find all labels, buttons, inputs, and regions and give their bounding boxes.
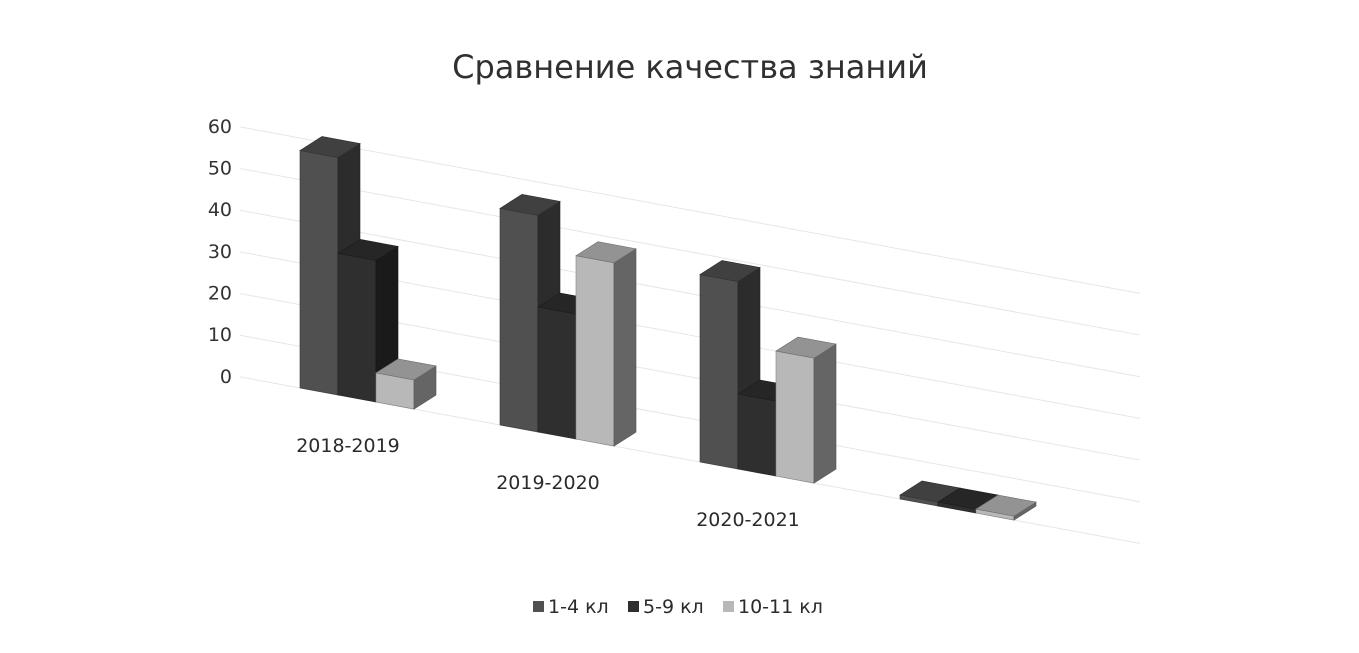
legend-swatch	[533, 601, 544, 612]
legend-label: 10-11 кл	[738, 596, 823, 618]
category-label: 2018-2019	[296, 435, 400, 457]
x-axis-categories: 2018-2019 2019-2020 2020-2021	[296, 435, 800, 531]
y-tick-label: 50	[208, 158, 232, 180]
y-tick-label: 10	[208, 324, 232, 346]
bar-10-11-кл-2020-2021	[775, 336, 837, 484]
y-axis-ticks: 0 10 20 30 40 50 60	[208, 116, 232, 388]
legend-item: 5-9 кл	[628, 596, 704, 618]
chart-title: Сравнение качества знаний	[452, 48, 928, 86]
gridline	[239, 126, 1141, 294]
category-label: 2019-2020	[496, 472, 600, 494]
y-tick-label: 30	[208, 241, 232, 263]
legend-swatch	[723, 601, 734, 612]
legend-item: 10-11 кл	[723, 596, 823, 618]
category-label: 2020-2021	[696, 509, 800, 531]
y-tick-label: 60	[208, 116, 232, 138]
y-tick-label: 20	[208, 283, 232, 305]
y-tick-label: 0	[220, 366, 232, 388]
bar-5-9-кл-2018-2019	[337, 239, 399, 403]
gridline	[239, 209, 1141, 378]
legend-label: 5-9 кл	[643, 596, 704, 618]
legend-label: 1-4 кл	[548, 596, 609, 618]
legend-item: 1-4 кл	[533, 596, 609, 618]
bars	[299, 136, 1037, 521]
y-tick-label: 40	[208, 199, 232, 221]
legend-swatch	[628, 601, 639, 612]
gridline	[239, 168, 1141, 336]
bar-10-11-кл-2019-2020	[575, 241, 637, 447]
bar-10-11-кл-2018-2019	[375, 358, 437, 410]
legend: 1-4 кл 5-9 кл 10-11 кл	[533, 596, 823, 618]
bar-10-11-кл-empty	[975, 494, 1037, 521]
